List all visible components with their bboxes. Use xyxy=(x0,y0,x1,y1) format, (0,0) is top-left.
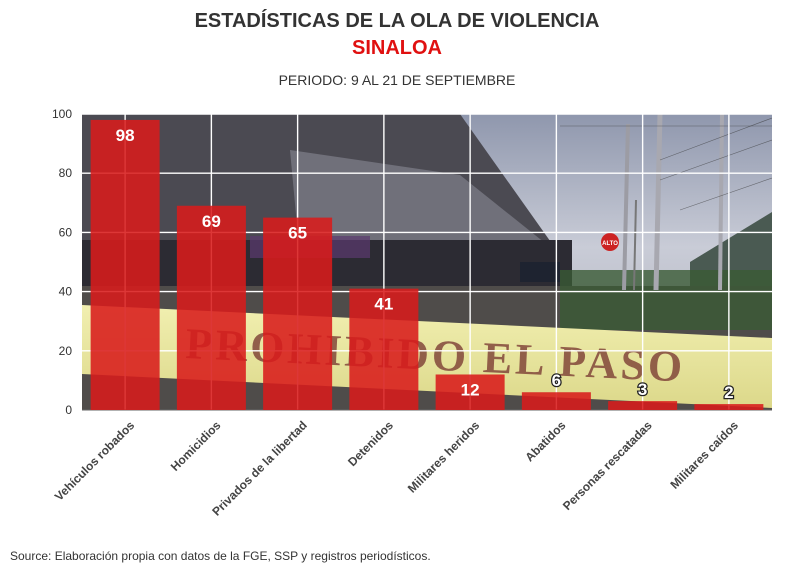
bar xyxy=(694,404,764,410)
y-tick-label: 0 xyxy=(65,403,72,417)
x-tick-label: Privados de la libertad xyxy=(209,418,309,518)
data-label: 98 xyxy=(116,126,135,145)
y-axis-ticks: 0 20 40 60 80 100 xyxy=(52,107,72,417)
bar xyxy=(176,205,246,410)
y-tick-label: 20 xyxy=(59,344,73,358)
stop-sign-icon xyxy=(601,233,619,251)
data-label: 6 xyxy=(552,371,561,390)
x-tick-label: Homicidios xyxy=(168,418,224,474)
y-tick-label: 80 xyxy=(59,166,73,180)
chart-period: PERIODO: 9 AL 21 DE SEPTIEMBRE xyxy=(278,72,516,88)
data-label: 3 xyxy=(638,380,647,399)
x-tick-label: Vehículos robados xyxy=(52,418,138,504)
y-tick-label: 100 xyxy=(52,107,72,121)
value-labels: 98 69 65 41 12 6 3 2 xyxy=(116,126,735,403)
bar xyxy=(435,374,505,410)
data-label: 12 xyxy=(461,380,480,399)
bar xyxy=(608,401,678,410)
bar xyxy=(349,288,419,410)
chart-title: ESTADÍSTICAS DE LA OLA DE VIOLENCIA xyxy=(194,10,600,32)
x-tick-label: Militares heridos xyxy=(405,418,483,496)
x-tick-label: Personas rescatadas xyxy=(560,418,655,513)
bar xyxy=(90,119,160,411)
source-note: Source: Elaboración propia con datos de … xyxy=(10,549,431,563)
stop-sign-text: ALTO xyxy=(602,241,618,247)
y-tick-label: 60 xyxy=(59,225,73,239)
bar xyxy=(263,217,333,410)
x-tick-label: Militares caídos xyxy=(667,418,741,492)
data-label: 41 xyxy=(374,295,393,314)
chart-subtitle: SINALOA xyxy=(352,37,442,59)
data-label: 69 xyxy=(202,212,221,231)
bar xyxy=(521,392,591,410)
y-tick-label: 40 xyxy=(59,285,73,299)
bars xyxy=(90,119,764,411)
x-tick-label: Abatidos xyxy=(522,418,568,464)
data-label: 2 xyxy=(724,383,733,402)
data-label: 65 xyxy=(288,224,307,243)
x-tick-label: Detenidos xyxy=(345,418,396,469)
